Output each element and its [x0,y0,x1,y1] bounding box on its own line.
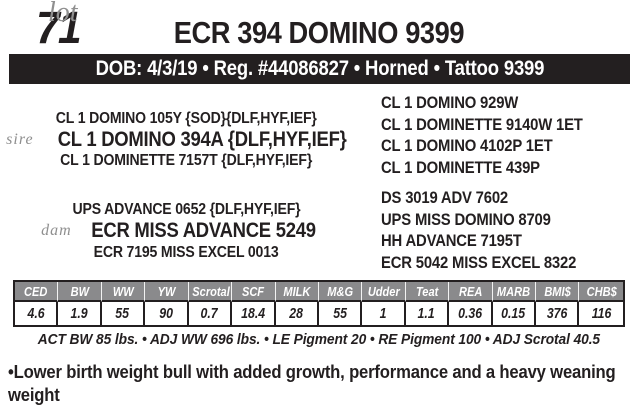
pedigree-line: CL 1 DOMINETTE 439P [381,158,540,177]
epd-header-rea: REA [449,282,493,302]
epd-value-scf: 18.4 [232,302,276,325]
measurements-footnote: ACT BW 85 lbs. • ADJ WW 696 lbs. • LE Pi… [37,332,601,348]
sire-script-label: sire [6,131,34,148]
epd-value-udder: 1 [362,302,406,325]
pedigree-line: ECR 5042 MISS EXCEL 8322 [381,253,577,272]
dam-sire-line: UPS ADVANCE 0652 {DLF,HYF,IEF} [72,201,300,218]
epd-header-chb: CHB$ [579,282,623,302]
epd-value-rea: 0.36 [449,302,493,325]
sire-dam-line: CL 1 DOMINETTE 7157T {DLF,HYF,IEF} [60,152,312,169]
info-bar: DOB: 4/3/19 • Reg. #44086827 • Horned • … [9,54,630,84]
pedigree-line: DS 3019 ADV 7602 [381,189,509,207]
epd-value-bw: 1.9 [58,302,102,325]
sire-grandparents-group: CL 1 DOMINO 929W CL 1 DOMINETTE 9140W 1E… [381,93,637,179]
info-bar-text: DOB: 4/3/19 • Reg. #44086827 • Horned • … [95,57,544,80]
pedigree-line: UPS MISS DOMINO 8709 [381,210,551,229]
lot-script-label: lot [48,0,78,28]
epd-header-udder: Udder [362,282,406,302]
epd-header-row: CED BW WW YW Scrotal SCF MILK M&G Udder … [15,282,623,302]
epd-header-bmi: BMI$ [536,282,580,302]
epd-value-marb: 0.15 [492,302,537,325]
epd-value-row: 4.6 1.9 55 90 0.7 18.4 28 55 1 1.1 0.36 … [15,302,623,325]
pedigree-line: CL 1 DOMINO 929W [381,94,519,112]
dam-line: dam ECR MISS ADVANCE 5249 [0,219,372,243]
sire-sire-line: CL 1 DOMINO 105Y {SOD}{DLF,HYF,IEF} [55,110,317,127]
sire-name: CL 1 DOMINO 394A {DLF,HYF,IEF} [57,128,347,151]
epd-value-milk: 28 [275,302,319,325]
sire-line: sire CL 1 DOMINO 394A {DLF,HYF,IEF} [0,128,372,152]
epd-header-mg: M&G [318,282,363,302]
sale-comment: •Lower birth weight bull with added grow… [8,361,616,405]
pedigree-line: HH ADVANCE 7195T [381,232,522,250]
epd-value-scrotal: 0.7 [188,302,233,325]
epd-value-yw: 90 [145,302,189,325]
epd-value-ww: 55 [101,302,146,325]
dam-grandparents-group: DS 3019 ADV 7602 UPS MISS DOMINO 8709 HH… [381,188,637,274]
epd-header-marb: MARB [492,282,537,302]
epd-value-mg: 55 [318,302,363,325]
dam-name: ECR MISS ADVANCE 5249 [91,219,316,242]
epd-header-teat: Teat [405,282,450,302]
pedigree-line: CL 1 DOMINO 4102P 1ET [381,137,553,155]
epd-value-bmi: 376 [536,302,580,325]
epd-header-bw: BW [58,282,102,302]
epd-value-ced: 4.6 [15,302,59,325]
pedigree-line: CL 1 DOMINETTE 9140W 1ET [381,115,583,134]
epd-table: CED BW WW YW Scrotal SCF MILK M&G Udder … [13,280,625,327]
epd-header-scrotal: Scrotal [188,282,233,302]
epd-header-milk: MILK [275,282,319,302]
animal-name: ECR 394 DOMINO 9399 [173,15,465,50]
dam-script-label: dam [41,222,72,239]
epd-value-chb: 116 [579,302,623,325]
epd-header-ced: CED [15,282,59,302]
lot-badge: 71 lot [34,0,144,54]
dam-dam-line: ECR 7195 MISS EXCEL 0013 [93,244,279,261]
epd-header-scf: SCF [232,282,276,302]
lot-number: 71 [36,2,82,53]
epd-header-ww: WW [101,282,146,302]
epd-header-yw: YW [145,282,189,302]
epd-value-teat: 1.1 [405,302,450,325]
page-title: ECR 394 DOMINO 9399 [0,16,638,50]
